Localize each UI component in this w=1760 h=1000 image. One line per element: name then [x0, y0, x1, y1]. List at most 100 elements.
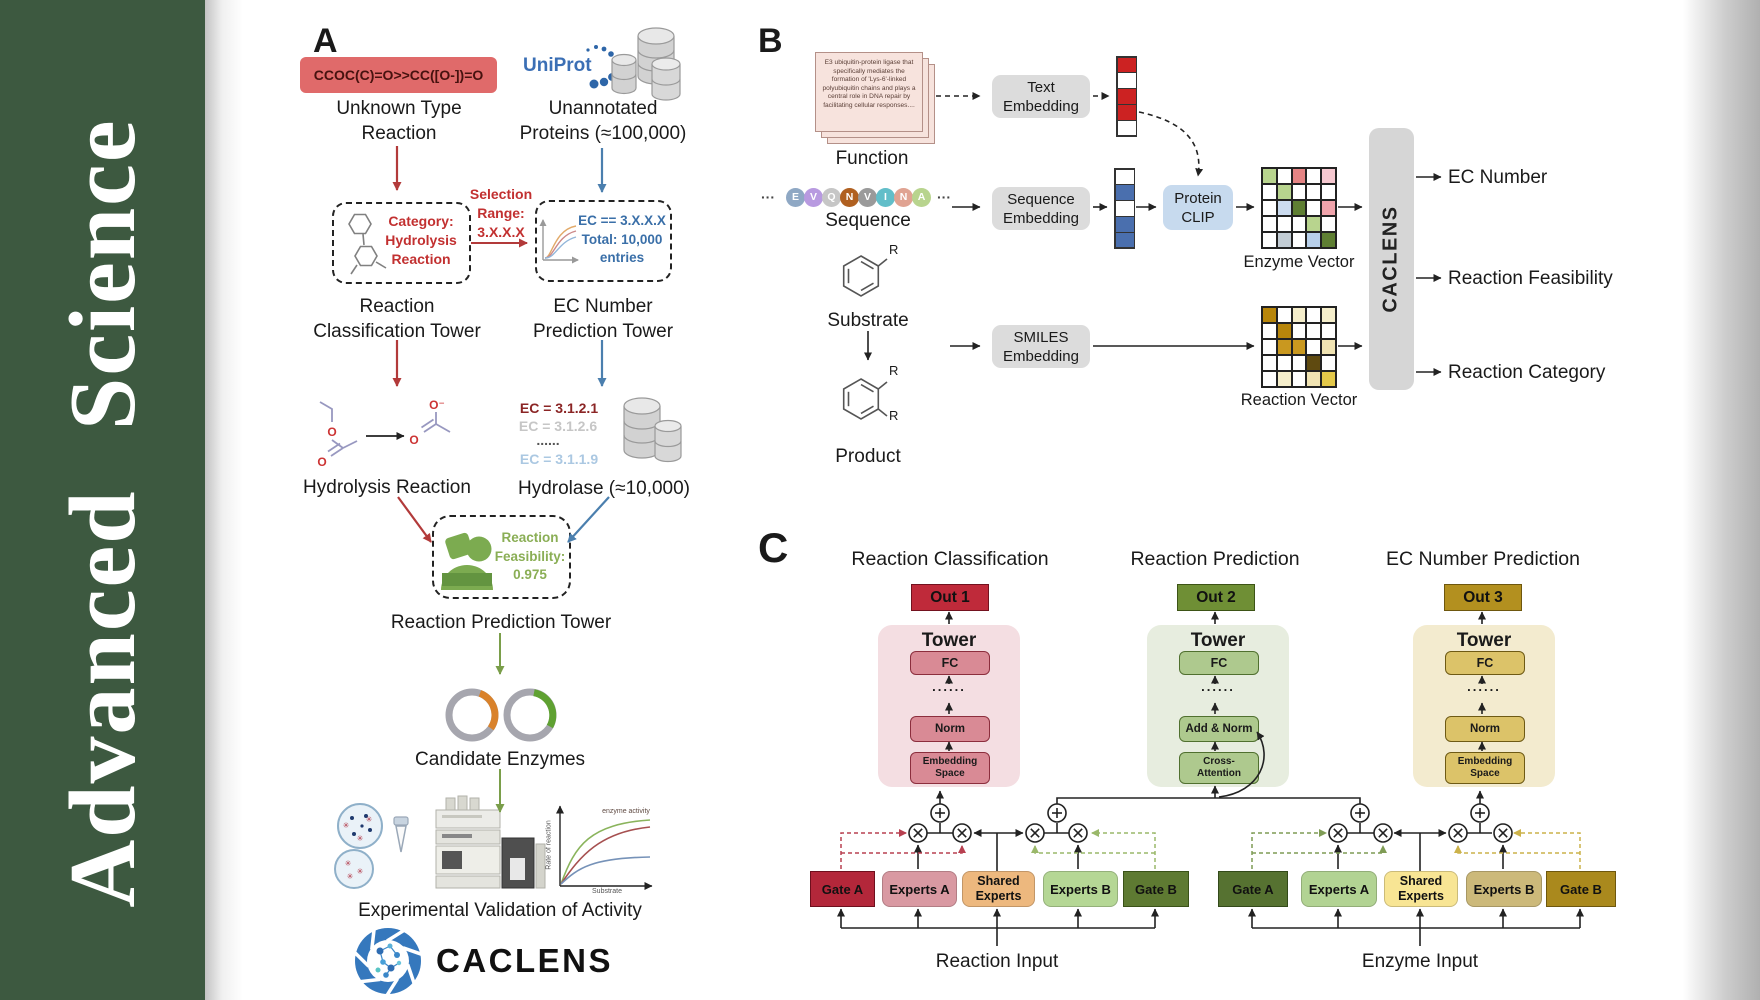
vector-cell [1114, 215, 1135, 233]
page-edge-left [205, 0, 243, 1000]
unknown-reaction-label: Unknown Type Reaction [336, 98, 462, 144]
ec-list-item: EC = 3.1.1.9 [519, 451, 599, 467]
grid-cell [1291, 355, 1307, 371]
grid-cell [1321, 307, 1336, 323]
tower-b-fc: FC [1179, 651, 1259, 675]
svg-text:✳: ✳ [345, 859, 352, 868]
svg-text:✳: ✳ [357, 867, 364, 876]
kinetics-xlabel: Substrate [592, 888, 622, 895]
grid-cell [1321, 323, 1336, 339]
out3-box: Out 3 [1444, 584, 1522, 611]
experts-b-reaction: Experts B [1043, 871, 1118, 907]
ec-prediction-box [535, 200, 672, 282]
column-header-ec-number-prediction: EC Number Prediction [1386, 548, 1580, 570]
uniprot-logo-text: UniProt [523, 55, 592, 76]
panel-b-arrows [864, 92, 1442, 376]
grid-cell [1262, 184, 1277, 200]
gate-b-enzyme: Gate B [1546, 871, 1616, 907]
svg-text:O: O [409, 433, 418, 447]
grid-cell [1321, 355, 1336, 371]
out1-box: Out 1 [911, 584, 989, 611]
grid-cell [1276, 371, 1292, 387]
feasibility-label: Reaction Feasibility: 0.975 [494, 530, 566, 582]
grid-cell [1321, 232, 1336, 248]
tower-a-fc: FC [910, 651, 990, 675]
journal-sidebar: Advanced Science [0, 0, 205, 1000]
candidate-enzymes-label: Candidate Enzymes [414, 749, 586, 770]
grid-cell [1291, 371, 1307, 387]
reaction-classification-box [332, 202, 471, 284]
substituent-r-label: R [889, 242, 899, 257]
sequence-label: Sequence [825, 210, 911, 231]
petri-dish-icon: ✳✳✳ ✳✳✳ [334, 803, 409, 889]
kinetics-ylabel: Rate of reaction [545, 820, 553, 870]
tower-c-fc: FC [1445, 651, 1525, 675]
smiles-embedding-box: SMILES Embedding [992, 325, 1090, 368]
tower-c-embedding-space: Embedding Space [1445, 752, 1525, 784]
tower-c: Tower C FC ...... Norm Embedding Space [1413, 625, 1555, 787]
molecule-atom-labels: O O O⁻ O [317, 398, 445, 469]
panel-a-label: A [313, 22, 338, 60]
ec-list-item: EC = 3.1.2.6 [518, 418, 598, 434]
grid-cell [1276, 323, 1292, 339]
residue-circle: N [840, 188, 859, 207]
shared-experts-reaction: Shared Experts [962, 871, 1035, 907]
reaction-vector-grid [1261, 306, 1337, 388]
caclens-wordmark: CACLENS [436, 942, 614, 979]
grid-cell [1306, 355, 1322, 371]
output-ec-number: EC Number [1448, 167, 1548, 188]
sequence-embedding-box: Sequence Embedding [992, 187, 1090, 230]
grid-cell [1321, 184, 1336, 200]
product-label: Product [835, 446, 901, 467]
text-embedding-box: Text Embedding [992, 75, 1090, 118]
output-reaction-feasibility: Reaction Feasibility [1448, 268, 1613, 289]
svg-text:O: O [327, 425, 336, 439]
ec-list-ellipsis: ...... [536, 432, 560, 448]
grid-cell [1321, 216, 1336, 232]
grid-cell [1276, 200, 1292, 216]
category-label: Category: Hydrolysis Reaction [385, 213, 457, 267]
enzyme-vector-grid [1261, 167, 1337, 249]
moe-operator-nodes [908, 803, 1513, 843]
vector-cell [1116, 88, 1137, 105]
grid-cell [1306, 200, 1322, 216]
vector-cell [1114, 231, 1135, 249]
shared-experts-enzyme: Shared Experts [1384, 871, 1458, 907]
grid-cell [1291, 168, 1307, 184]
tower-b-add-norm: Add & Norm [1179, 716, 1259, 742]
grid-cell [1291, 216, 1307, 232]
grid-cell [1321, 168, 1336, 184]
gate-dashed-connectors [840, 829, 1581, 869]
gate-b-reaction: Gate B [1123, 871, 1189, 907]
grid-cell [1306, 339, 1322, 355]
svg-text:✳: ✳ [343, 821, 350, 830]
tower-c-dots: ...... [1467, 679, 1501, 694]
svg-text:✳: ✳ [366, 815, 373, 824]
grid-cell [1262, 323, 1277, 339]
kinetics-chart-icon [556, 805, 653, 890]
ec-filter-label: EC == 3.X.X.X Total: 10,000 entries [578, 213, 666, 265]
grid-cell [1306, 307, 1322, 323]
tower-a-dots: ...... [932, 679, 966, 694]
experts-a-enzyme: Experts A [1301, 871, 1377, 907]
grid-cell [1262, 200, 1277, 216]
database-icon-mid [623, 397, 682, 463]
reaction-vector-label: Reaction Vector [1240, 391, 1358, 409]
residue-circle: A [912, 188, 931, 207]
tower-a-embedding-space: Embedding Space [910, 752, 990, 784]
grid-cell [1306, 168, 1322, 184]
journal-title: Advanced Science [51, 118, 155, 908]
experts-b-enzyme: Experts B [1466, 871, 1542, 907]
vector-cell [1116, 56, 1137, 74]
panel-b-label: B [758, 22, 783, 60]
grid-cell [1321, 200, 1336, 216]
sequence-embedding-vector [1114, 168, 1135, 249]
benzene-substrate-icon [842, 255, 888, 297]
grid-cell [1291, 200, 1307, 216]
gate-a-enzyme: Gate A [1218, 871, 1288, 907]
tower-b-cross-attention: Cross- Attention [1179, 752, 1259, 784]
column-header-reaction-prediction: Reaction Prediction [1130, 548, 1300, 570]
database-icon-top [611, 27, 681, 101]
